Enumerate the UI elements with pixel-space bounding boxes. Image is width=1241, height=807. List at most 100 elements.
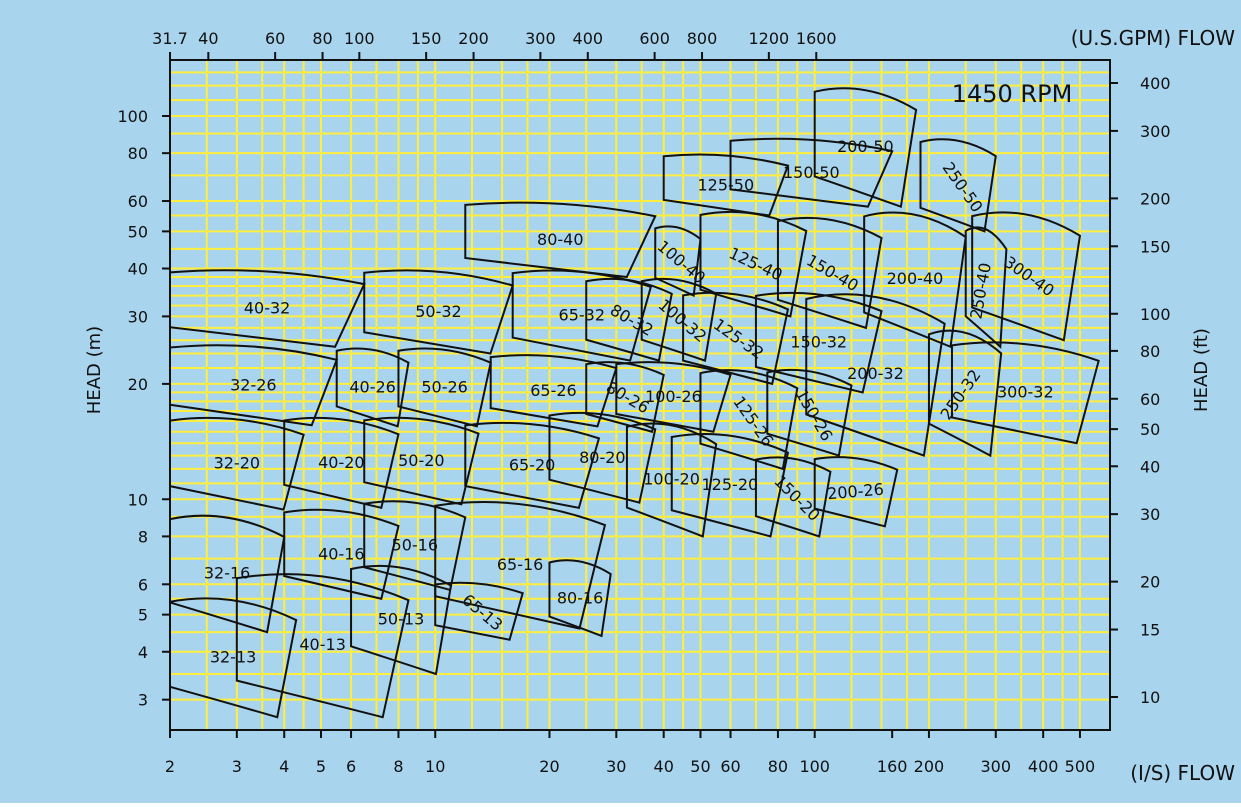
pump-region xyxy=(754,456,832,538)
pump-label: 80-20 xyxy=(579,448,626,467)
y-axis-label-left: HEAD (m) xyxy=(84,326,105,414)
pump-label: 40-32 xyxy=(244,299,291,318)
pump-region xyxy=(363,500,467,592)
pump-label: 200-32 xyxy=(847,364,904,383)
y-tick-label-right: 15 xyxy=(1140,621,1160,640)
pump-label: 80-16 xyxy=(557,588,604,607)
y-tick-label-left: 4 xyxy=(138,643,148,662)
pump-label: 125-50 xyxy=(697,175,754,194)
pump-region xyxy=(585,277,673,362)
x-tick-label-top: 40 xyxy=(198,29,218,48)
plot-area xyxy=(170,60,1110,730)
pump-label: 40-26 xyxy=(349,378,396,397)
y-tick-label-left: 30 xyxy=(128,307,148,326)
y-tick-label-right: 300 xyxy=(1140,122,1171,141)
pump-region xyxy=(729,137,894,208)
x-tick-label-bottom: 60 xyxy=(720,757,740,776)
pump-region xyxy=(169,514,286,634)
pump-region xyxy=(964,226,1008,349)
x-tick-label-top: 80 xyxy=(312,29,332,48)
pump-region xyxy=(615,361,732,433)
y-tick-label-right: 80 xyxy=(1140,342,1160,361)
y-tick-label-right: 20 xyxy=(1140,573,1160,592)
pump-label: 50-26 xyxy=(421,378,468,397)
pump-region xyxy=(283,416,400,510)
x-tick-label-top: 400 xyxy=(573,29,604,48)
y-axis-label-right: HEAD (ft) xyxy=(1191,328,1212,412)
pump-curves xyxy=(169,87,1100,719)
pump-region xyxy=(464,201,657,279)
pump-label: 200-50 xyxy=(837,137,894,156)
pump-region xyxy=(927,329,1003,458)
pump-label: 32-16 xyxy=(204,564,251,583)
y-tick-label-left: 10 xyxy=(128,490,148,509)
pump-region xyxy=(863,211,967,349)
pump-label: 32-26 xyxy=(230,375,277,394)
pump-label: 300-32 xyxy=(997,383,1054,402)
pump-region xyxy=(950,341,1100,445)
x-tick-label-bottom: 6 xyxy=(346,757,356,776)
x-tick-label-top: 1200 xyxy=(748,29,789,48)
y-tick-label-right: 400 xyxy=(1140,74,1171,93)
pump-region xyxy=(235,573,410,719)
x-tick-label-top: 150 xyxy=(411,29,442,48)
pump-label: 50-13 xyxy=(378,610,425,629)
pump-region xyxy=(699,210,808,318)
pump-region xyxy=(585,361,665,434)
plot-frame xyxy=(169,59,1111,731)
pump-label: 65-26 xyxy=(530,381,577,400)
x-tick-label-top: 1600 xyxy=(796,29,837,48)
pump-region xyxy=(813,456,899,528)
pump-region xyxy=(397,347,492,428)
pump-region xyxy=(363,416,480,506)
pump-region xyxy=(548,411,657,504)
x-tick-label-top: 31.7 xyxy=(152,29,188,48)
pump-region xyxy=(640,277,718,362)
pump-label: 125-20 xyxy=(702,475,759,494)
axes: 2 3 4 5 6 8 10 20 30 40 50 60 80 100 160 200 300 400 50031… xyxy=(117,29,1170,776)
y-tick-label-left: 80 xyxy=(128,144,148,163)
pump-region xyxy=(776,216,883,330)
pump-label: 150-32 xyxy=(790,333,847,352)
pump-region xyxy=(434,501,607,630)
x-tick-label-bottom: 500 xyxy=(1065,757,1096,776)
pump-label: 50-16 xyxy=(392,536,439,555)
pump-region xyxy=(662,153,790,217)
pump-label: 32-13 xyxy=(210,647,257,666)
pump-label: 50-32 xyxy=(415,302,462,321)
pump-label: 65-16 xyxy=(497,555,544,574)
pump-label: 40-13 xyxy=(299,635,346,654)
x-tick-label-bottom: 10 xyxy=(425,757,445,776)
y-tick-label-left: 60 xyxy=(128,192,148,211)
pump-region xyxy=(489,354,618,428)
x-tick-label-bottom: 4 xyxy=(279,757,289,776)
pump-label: 80-40 xyxy=(537,230,584,249)
x-tick-label-bottom: 3 xyxy=(232,757,242,776)
y-tick-label-right: 10 xyxy=(1140,688,1160,707)
x-tick-label-bottom: 50 xyxy=(690,757,710,776)
x-tick-label-bottom: 200 xyxy=(914,757,945,776)
x-tick-label-bottom: 5 xyxy=(316,757,326,776)
pump-label: 150-50 xyxy=(783,163,840,182)
x-tick-label-bottom: 20 xyxy=(539,757,559,776)
y-tick-label-right: 100 xyxy=(1140,305,1171,324)
pump-region xyxy=(971,211,1082,342)
pump-region xyxy=(464,421,601,509)
y-tick-label-left: 50 xyxy=(128,222,148,241)
x-tick-label-bottom: 100 xyxy=(799,757,830,776)
pump-label: 65-32 xyxy=(559,306,606,325)
pump-label: 40-20 xyxy=(318,453,365,472)
y-tick-label-right: 30 xyxy=(1140,505,1160,524)
y-tick-label-left: 5 xyxy=(138,606,148,625)
grid xyxy=(169,59,1111,731)
pump-region xyxy=(283,508,400,600)
pump-region xyxy=(548,559,612,638)
pump-region xyxy=(169,269,366,348)
pump-label: 50-20 xyxy=(398,451,445,470)
pump-region xyxy=(670,433,790,538)
x-tick-label-bottom: 30 xyxy=(606,757,626,776)
pump-region xyxy=(699,369,799,471)
x-tick-label-top: 800 xyxy=(687,29,718,48)
x-tick-label-bottom: 400 xyxy=(1028,757,1059,776)
